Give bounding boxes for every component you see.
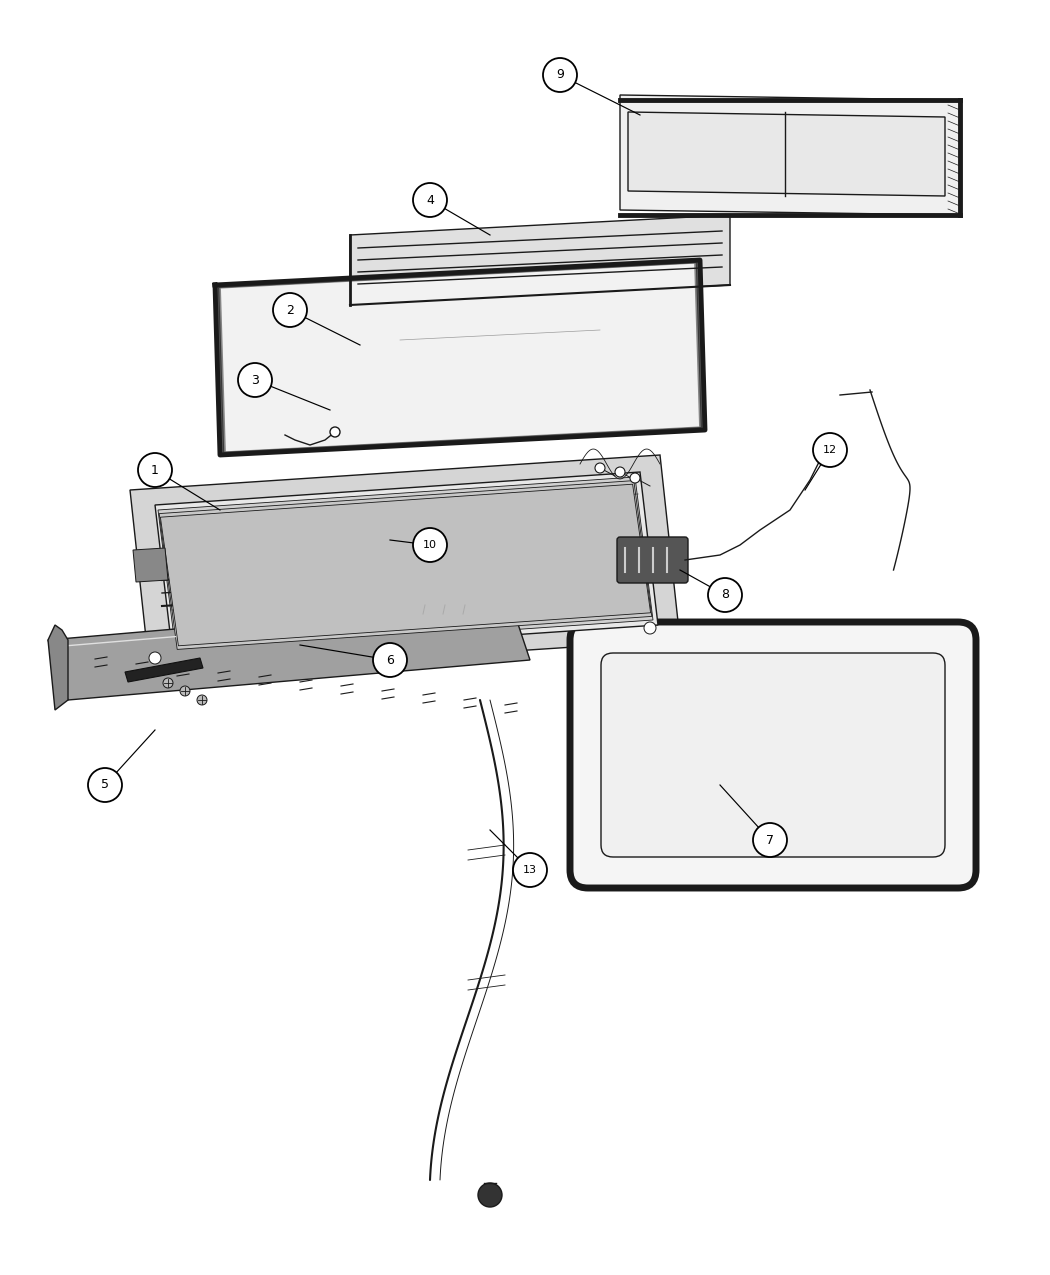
Circle shape — [273, 293, 307, 326]
Circle shape — [815, 450, 825, 460]
Text: 10: 10 — [423, 541, 437, 550]
Polygon shape — [420, 594, 470, 623]
Text: 6: 6 — [386, 654, 394, 667]
Polygon shape — [158, 477, 653, 653]
Circle shape — [413, 184, 447, 217]
Circle shape — [630, 473, 640, 483]
Circle shape — [197, 695, 207, 705]
Polygon shape — [133, 548, 168, 581]
Text: 12: 12 — [823, 445, 837, 455]
Circle shape — [138, 453, 172, 487]
Circle shape — [330, 427, 340, 437]
Polygon shape — [215, 260, 705, 455]
Circle shape — [813, 434, 847, 467]
Polygon shape — [125, 658, 203, 682]
Polygon shape — [160, 481, 652, 649]
Circle shape — [238, 363, 272, 397]
Text: 3: 3 — [251, 374, 259, 386]
Polygon shape — [628, 112, 945, 196]
Circle shape — [163, 678, 173, 689]
Circle shape — [513, 853, 547, 887]
Circle shape — [595, 463, 605, 473]
Circle shape — [708, 578, 742, 612]
Circle shape — [149, 652, 161, 664]
Text: 9: 9 — [556, 69, 564, 82]
Text: 8: 8 — [721, 589, 729, 602]
Circle shape — [413, 528, 447, 562]
Text: 4: 4 — [426, 194, 434, 207]
Text: 2: 2 — [286, 303, 294, 316]
Circle shape — [644, 622, 656, 634]
FancyBboxPatch shape — [617, 537, 688, 583]
FancyBboxPatch shape — [601, 653, 945, 857]
Circle shape — [478, 1183, 502, 1207]
Polygon shape — [168, 487, 648, 641]
Polygon shape — [130, 455, 680, 674]
Polygon shape — [155, 472, 658, 658]
FancyBboxPatch shape — [570, 622, 977, 887]
Text: 7: 7 — [766, 834, 774, 847]
Circle shape — [753, 822, 788, 857]
Polygon shape — [620, 96, 960, 215]
Circle shape — [373, 643, 407, 677]
Text: 5: 5 — [101, 779, 109, 792]
Polygon shape — [48, 601, 530, 700]
Circle shape — [615, 467, 625, 477]
Circle shape — [180, 686, 190, 696]
Text: 13: 13 — [523, 864, 537, 875]
Text: 1: 1 — [151, 464, 159, 477]
Circle shape — [88, 768, 122, 802]
Polygon shape — [350, 215, 730, 305]
Polygon shape — [48, 625, 68, 710]
Polygon shape — [161, 484, 651, 646]
Circle shape — [543, 57, 578, 92]
